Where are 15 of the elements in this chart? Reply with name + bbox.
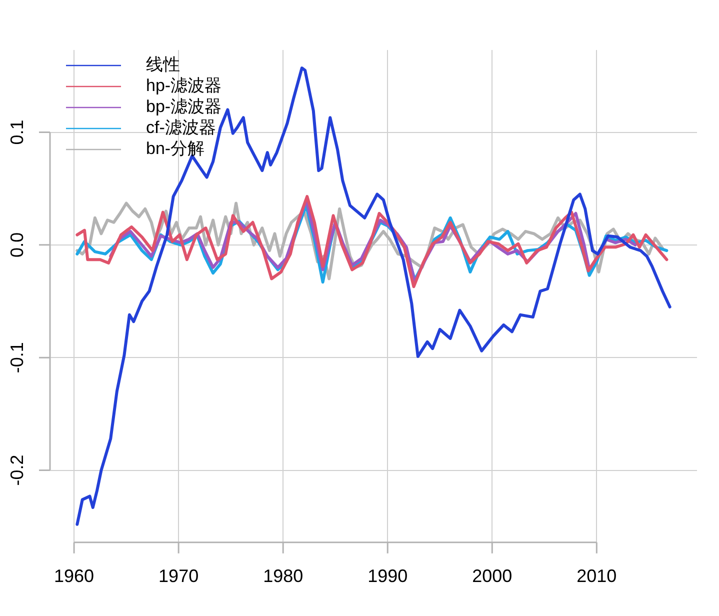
x-tick-label: 2010 <box>576 566 617 586</box>
legend-label: bn-分解 <box>146 139 205 158</box>
x-tick-label: 1960 <box>54 566 94 586</box>
y-tick-label: 0.0 <box>6 232 27 258</box>
y-tick-label: -0.1 <box>6 342 27 374</box>
legend-label: hp-滤波器 <box>146 76 222 96</box>
y-tick-label: -0.2 <box>6 454 27 486</box>
legend-label: bp-滤波器 <box>146 97 222 116</box>
legend-label: 线性 <box>146 55 180 74</box>
x-tick-label: 2000 <box>472 566 512 586</box>
x-tick-label: 1970 <box>158 566 199 586</box>
x-tick-label: 1990 <box>368 566 408 586</box>
x-tick-label: 1980 <box>263 566 304 586</box>
y-tick-label: 0.1 <box>6 120 27 145</box>
legend-label: cf-滤波器 <box>146 118 216 138</box>
